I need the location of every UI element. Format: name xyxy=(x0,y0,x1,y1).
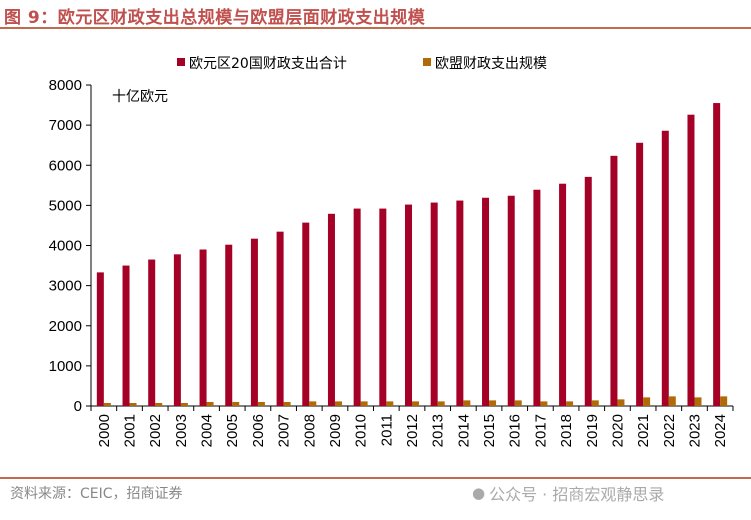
bar-eu-2022 xyxy=(668,396,676,406)
figure-title: 图 9：欧元区财政支出总规模与欧盟层面财政支出规模 xyxy=(4,8,426,28)
bar-eurozone-2023 xyxy=(687,114,695,406)
bar-eu-2001 xyxy=(129,402,137,406)
bar-eu-2014 xyxy=(463,400,471,406)
legend-label: 欧盟财政支出规模 xyxy=(435,56,547,72)
bar-eu-2003 xyxy=(180,402,188,406)
bar-eurozone-2010 xyxy=(353,208,361,406)
bar-eurozone-2003 xyxy=(173,254,181,406)
x-tick-label: 2005 xyxy=(224,414,241,447)
bar-eu-2004 xyxy=(206,401,214,406)
bar-eu-2007 xyxy=(283,401,291,406)
bar-eurozone-2007 xyxy=(276,231,284,406)
bar-eurozone-2011 xyxy=(379,208,387,406)
x-tick-label: 2014 xyxy=(455,414,472,447)
bar-eurozone-2008 xyxy=(302,222,310,406)
x-tick-label: 2018 xyxy=(558,414,575,447)
bar-eurozone-2018 xyxy=(559,183,567,406)
x-tick-label: 2000 xyxy=(96,414,113,447)
bar-eu-2010 xyxy=(360,401,368,406)
x-tick-label: 2007 xyxy=(276,414,293,447)
x-tick-label: 2019 xyxy=(584,414,601,447)
bar-eu-2011 xyxy=(386,401,394,406)
wechat-icon: ● xyxy=(472,484,486,502)
bar-eu-2023 xyxy=(694,397,702,406)
x-tick-label: 2015 xyxy=(481,414,498,447)
bar-eurozone-2001 xyxy=(122,265,130,406)
bar-eurozone-2009 xyxy=(327,213,335,406)
x-tick-label: 2009 xyxy=(327,414,344,447)
x-tick-label: 2016 xyxy=(507,414,524,447)
bar-eurozone-2015 xyxy=(482,197,490,406)
bar-eurozone-2012 xyxy=(405,204,412,406)
legend-swatch xyxy=(177,58,185,66)
bar-eu-2020 xyxy=(617,399,625,406)
bar-eu-2019 xyxy=(591,400,599,406)
bar-eu-2008 xyxy=(309,401,317,406)
bar-eurozone-2022 xyxy=(661,130,669,406)
bar-eu-2016 xyxy=(514,400,522,406)
bar-eurozone-2021 xyxy=(636,142,644,406)
bar-eu-2005 xyxy=(232,401,240,406)
watermark: ● 公众号 · 招商宏观静思录 xyxy=(472,481,664,505)
bar-eurozone-2020 xyxy=(610,155,618,406)
x-tick-label: 2003 xyxy=(173,414,190,447)
x-tick-label: 2004 xyxy=(199,414,216,447)
x-tick-label: 2002 xyxy=(147,414,164,447)
bar-eu-2015 xyxy=(489,400,497,406)
bar-eu-2012 xyxy=(412,401,419,406)
footer-divider xyxy=(0,477,751,479)
title-divider xyxy=(0,27,751,29)
bar-eu-2024 xyxy=(720,396,728,406)
bar-eurozone-2013 xyxy=(430,202,438,406)
x-tick-label: 2021 xyxy=(635,414,652,447)
bar-eu-2006 xyxy=(257,401,265,406)
x-tick-label: 2022 xyxy=(661,414,678,447)
y-tick-label: 7000 xyxy=(49,117,82,134)
y-tick-label: 5000 xyxy=(49,197,82,214)
x-tick-label: 2010 xyxy=(353,414,370,447)
legend-swatch xyxy=(423,58,431,66)
x-tick-label: 2011 xyxy=(378,414,395,446)
bar-eu-2009 xyxy=(334,401,342,406)
watermark-text: 公众号 · 招商宏观静思录 xyxy=(489,485,665,504)
bar-eurozone-2016 xyxy=(507,195,515,406)
y-tick-label: 4000 xyxy=(49,238,82,255)
bar-eurozone-2024 xyxy=(713,103,721,407)
x-tick-label: 2013 xyxy=(430,414,447,447)
unit-label: 十亿欧元 xyxy=(112,89,168,105)
x-tick-label: 2017 xyxy=(532,414,549,447)
y-tick-label: 8000 xyxy=(49,77,82,94)
bar-eurozone-2002 xyxy=(148,259,156,406)
y-tick-label: 0 xyxy=(74,398,82,415)
bar-eurozone-2004 xyxy=(199,249,207,406)
bar-chart: 0 1000 2000 3000 4000 5000 6000 7000 8000 2000 200… xyxy=(49,56,734,447)
legend-label: 欧元区20国财政支出合计 xyxy=(189,56,347,72)
x-tick-label: 2006 xyxy=(250,414,267,447)
bar-eurozone-2014 xyxy=(456,200,464,406)
x-tick-label: 2023 xyxy=(686,414,703,447)
bar-eu-2013 xyxy=(437,401,445,406)
x-tick-label: 2001 xyxy=(122,414,139,447)
bar-eu-2021 xyxy=(643,397,651,406)
y-tick-label: 2000 xyxy=(49,318,82,335)
x-tick-label: 2020 xyxy=(609,414,626,447)
bar-eu-2000 xyxy=(103,402,111,406)
y-tick-label: 1000 xyxy=(49,358,82,375)
x-tick-label: 2008 xyxy=(301,414,318,447)
y-tick-label: 6000 xyxy=(49,157,82,174)
y-tick-label: 3000 xyxy=(49,278,82,295)
bar-eu-2018 xyxy=(566,401,574,406)
bar-eurozone-2019 xyxy=(584,176,592,406)
x-tick-label: 2012 xyxy=(404,414,421,447)
bar-eu-2002 xyxy=(155,402,163,406)
source-note: 资料来源：CEIC，招商证券 xyxy=(10,486,183,502)
bar-eurozone-2000 xyxy=(96,272,104,406)
bar-eurozone-2017 xyxy=(533,189,541,406)
bar-eurozone-2006 xyxy=(250,238,258,406)
x-tick-label: 2024 xyxy=(712,414,729,447)
bar-eu-2017 xyxy=(540,401,548,406)
bar-eurozone-2005 xyxy=(225,244,233,406)
